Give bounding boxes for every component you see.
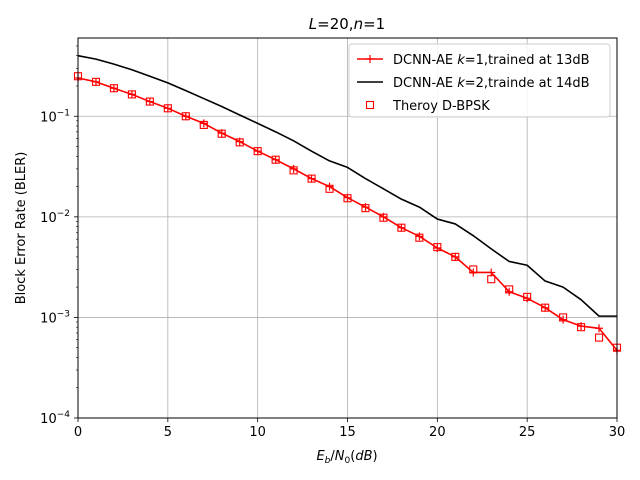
series-3 <box>73 72 622 352</box>
legend: DCNN-AE k=1,trained at 13dB DCNN-AE k=2,t… <box>348 43 611 118</box>
square-marker <box>163 104 172 113</box>
square-marker <box>325 184 334 193</box>
plus-marker <box>145 97 154 106</box>
square-marker <box>199 120 208 129</box>
square-marker <box>541 303 550 312</box>
series-line <box>77 54 617 317</box>
plus-marker <box>541 303 550 312</box>
plus-marker <box>325 182 334 191</box>
axis-ticks: 0 5 10 15 20 25 30 10−1 10−2 10−3 10−4 <box>40 45 626 440</box>
square-marker <box>415 233 424 242</box>
square-marker <box>145 97 154 106</box>
y-tick-label: 10−4 <box>40 410 70 427</box>
plus-marker <box>109 84 118 93</box>
plus-marker <box>397 223 406 232</box>
chart-title: L=20,n=1 <box>309 15 385 33</box>
x-axis-label: Eb/N0(dB) <box>316 449 377 466</box>
legend-label: DCNN-AE k=1,trained at 13dB <box>393 53 590 68</box>
legend-square-marker <box>365 100 375 110</box>
square-marker <box>271 155 280 164</box>
plus-marker <box>451 252 460 261</box>
legend-item-2: DCNN-AE k=2,trainde at 14dB <box>357 76 590 91</box>
plus-marker <box>91 77 100 86</box>
square-marker <box>109 84 118 93</box>
square-marker <box>307 174 316 183</box>
square-marker <box>451 252 460 261</box>
square-marker <box>487 275 496 284</box>
legend-frame <box>348 43 611 118</box>
legend-label: DCNN-AE k=2,trainde at 14dB <box>393 76 590 91</box>
square-marker <box>469 265 478 274</box>
legend-item-1: DCNN-AE k=1,trained at 13dB <box>357 53 590 68</box>
square-marker <box>594 333 604 342</box>
series-2 <box>77 54 617 317</box>
plus-marker <box>559 315 568 324</box>
square-marker <box>361 204 370 213</box>
square-marker <box>523 292 532 301</box>
x-tick-label: 15 <box>339 425 356 440</box>
legend-label: Theroy D-BPSK <box>392 99 490 114</box>
x-tick-label: 5 <box>164 425 172 440</box>
legend-plus-marker <box>366 55 374 63</box>
legend-item-3: Theroy D-BPSK <box>365 99 490 114</box>
square-marker <box>289 166 298 175</box>
plus-marker <box>127 90 136 99</box>
y-tick-label: 10−1 <box>40 108 70 125</box>
x-tick-label: 25 <box>519 425 536 440</box>
square-marker <box>343 194 352 203</box>
y-axis-label: Block Error Rate (BLER) <box>14 152 29 305</box>
x-tick-label: 30 <box>609 425 626 440</box>
plus-marker <box>487 268 496 277</box>
y-tick-label: 10−2 <box>40 209 70 226</box>
square-marker <box>397 223 406 232</box>
plus-marker <box>199 119 208 128</box>
square-marker <box>181 112 190 121</box>
square-marker <box>91 77 101 86</box>
x-tick-label: 0 <box>74 425 82 440</box>
x-tick-label: 20 <box>429 425 446 440</box>
x-tick-label: 10 <box>249 425 266 440</box>
square-marker <box>433 243 442 252</box>
plus-marker <box>253 147 262 156</box>
plus-marker <box>181 112 190 121</box>
plus-marker <box>505 287 514 296</box>
square-marker <box>559 313 568 322</box>
square-marker <box>505 285 514 294</box>
plus-marker <box>307 174 316 183</box>
plus-marker <box>523 294 532 303</box>
plus-marker <box>289 164 298 173</box>
square-marker <box>379 213 388 222</box>
y-tick-label: 10−3 <box>40 309 70 326</box>
square-marker <box>235 138 244 147</box>
square-marker <box>127 90 136 99</box>
plus-marker <box>163 104 172 113</box>
square-marker <box>577 323 586 332</box>
plus-marker <box>595 324 604 333</box>
square-marker <box>217 129 226 138</box>
plus-marker <box>271 155 280 164</box>
plus-marker <box>415 232 424 241</box>
square-marker <box>253 147 262 156</box>
